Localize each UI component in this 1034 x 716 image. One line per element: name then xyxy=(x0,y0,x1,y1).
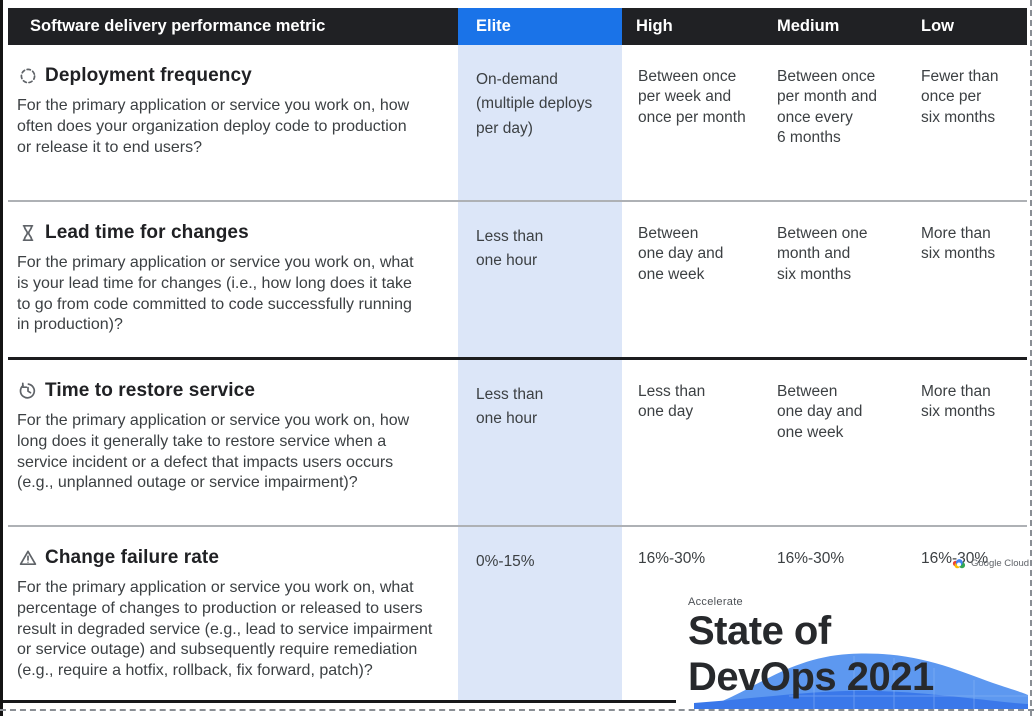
elite-column-highlight xyxy=(458,45,622,701)
cell-change-failure-rate-high: 16%-30% xyxy=(638,550,706,567)
cell-time-to-restore-high: Less than one day xyxy=(638,383,706,421)
cell-change-failure-rate-low: 16%-30% xyxy=(921,550,989,567)
table-bottom-border xyxy=(0,700,676,703)
row-deployment-frequency: Deployment frequency For the primary app… xyxy=(8,45,1027,202)
report-title-line1: State of xyxy=(688,609,831,653)
cell-time-to-restore-elite: Less than one hour xyxy=(476,386,544,428)
performance-metrics-table: Software delivery performance metric Eli… xyxy=(8,8,1027,701)
metric-title: Change failure rate xyxy=(45,547,220,568)
accelerate-label: Accelerate xyxy=(688,596,743,608)
google-cloud-label: Google Cloud xyxy=(971,558,1030,569)
cell-deployment-frequency-low: Fewer than once per six months xyxy=(921,68,999,126)
table-header-row: Software delivery performance metric Eli… xyxy=(8,8,1027,45)
cell-time-to-restore-low: More than six months xyxy=(921,383,996,421)
selection-border-right xyxy=(1030,0,1032,716)
cell-change-failure-rate-elite: 0%-15% xyxy=(476,553,535,570)
metric-deployment-frequency: Deployment frequency For the primary app… xyxy=(8,45,458,200)
metric-lead-time: Lead time for changes For the primary ap… xyxy=(8,202,458,357)
metric-description: For the primary application or service y… xyxy=(17,412,410,492)
left-frame-border xyxy=(0,0,3,716)
report-branding: Accelerate State of DevOps 2021 xyxy=(688,596,934,700)
metric-title: Lead time for changes xyxy=(45,222,249,243)
hill-graphic xyxy=(694,644,1028,709)
cell-lead-time-high: Between one day and one week xyxy=(638,225,724,283)
metric-title-line: Change failure rate xyxy=(17,547,448,569)
google-cloud-icon xyxy=(952,559,966,569)
cell-deployment-frequency-medium: Between once per month and once every 6 … xyxy=(777,68,877,147)
time-to-restore-icon xyxy=(17,381,38,402)
header-metric: Software delivery performance metric xyxy=(30,17,326,35)
header-medium: Medium xyxy=(777,17,840,35)
cell-deployment-frequency-high: Between once per week and once per month xyxy=(638,68,746,126)
row-change-failure-rate: Change failure rate For the primary appl… xyxy=(8,527,1027,701)
metric-description: For the primary application or service y… xyxy=(17,579,433,680)
row-lead-time: Lead time for changes For the primary ap… xyxy=(8,202,1027,360)
cell-deployment-frequency-elite: On-demand (multiple deploys per day) xyxy=(476,71,593,137)
cell-lead-time-low: More than six months xyxy=(921,225,996,263)
metric-title: Time to restore service xyxy=(45,380,256,401)
metric-title: Deployment frequency xyxy=(45,65,252,86)
cell-lead-time-medium: Between one month and six months xyxy=(777,225,868,283)
row-time-to-restore: Time to restore service For the primary … xyxy=(8,360,1027,527)
metric-time-to-restore: Time to restore service For the primary … xyxy=(8,360,458,525)
deployment-frequency-icon xyxy=(17,66,38,87)
metric-change-failure-rate: Change failure rate For the primary appl… xyxy=(8,527,458,701)
metric-title-line: Deployment frequency xyxy=(17,65,448,87)
metric-title-line: Time to restore service xyxy=(17,380,448,402)
cell-time-to-restore-medium: Between one day and one week xyxy=(777,383,863,441)
cell-change-failure-rate-medium: 16%-30% xyxy=(777,550,845,567)
metric-title-line: Lead time for changes xyxy=(17,222,448,244)
report-title-line2: DevOps 2021 xyxy=(688,655,934,699)
header-high: High xyxy=(636,17,673,35)
lead-time-icon xyxy=(17,223,38,244)
google-cloud-logo: Google Cloud xyxy=(951,557,1029,570)
selection-border-bottom xyxy=(0,709,1034,711)
change-failure-rate-icon xyxy=(17,548,38,569)
metric-description: For the primary application or service y… xyxy=(17,97,410,156)
cell-lead-time-elite: Less than one hour xyxy=(476,228,544,270)
header-low: Low xyxy=(921,17,954,35)
header-elite: Elite xyxy=(458,8,622,45)
metric-description: For the primary application or service y… xyxy=(17,254,414,334)
